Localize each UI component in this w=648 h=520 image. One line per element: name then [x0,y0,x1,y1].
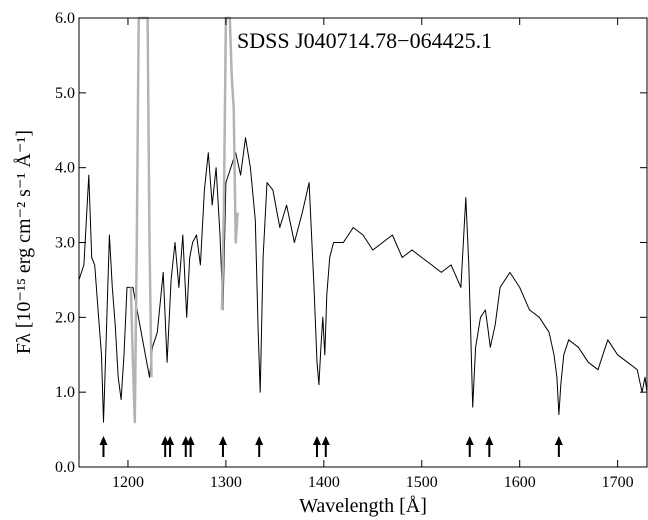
line-marker-arrow [554,436,563,457]
tick-layer: 1200 1300 1400 1500 1600 1700 0.0 1.0 2.0 3.0 4.0 5… [55,10,647,491]
y-tick-label: 3.0 [55,235,75,252]
x-tick-label: 1500 [406,474,438,491]
line-marker-arrow [99,436,108,457]
y-axis-label: Fλ [10⁻¹⁵ erg cm⁻² s⁻¹ Å⁻¹] [13,130,35,354]
x-tick-label: 1400 [308,474,340,491]
x-tick-label: 1700 [602,474,634,491]
line-marker-arrow [465,436,474,457]
series-line-0 [78,137,648,423]
y-tick-label: 5.0 [55,85,75,102]
y-tick-label: 6.0 [55,10,75,27]
line-marker-arrow [321,436,330,457]
x-tick-label: 1200 [112,474,144,491]
line-marker-arrow [218,436,227,457]
line-marker-arrow [186,436,195,457]
y-tick-label: 0.0 [55,459,75,476]
x-tick-label: 1600 [504,474,536,491]
line-marker-arrow [485,436,494,457]
arrow-layer [99,436,563,457]
plot-frame [78,17,648,468]
line-marker-arrow [312,436,321,457]
y-tick-label: 1.0 [55,384,75,401]
x-tick-label: 1300 [210,474,242,491]
line-marker-arrow [255,436,264,457]
y-tick-label: 4.0 [55,160,75,177]
chart-title: SDSS J040714.78−064425.1 [237,28,492,53]
x-axis-label: Wavelength [Å] [299,495,427,517]
line-marker-arrow [166,436,175,457]
y-tick-label: 2.0 [55,309,75,326]
